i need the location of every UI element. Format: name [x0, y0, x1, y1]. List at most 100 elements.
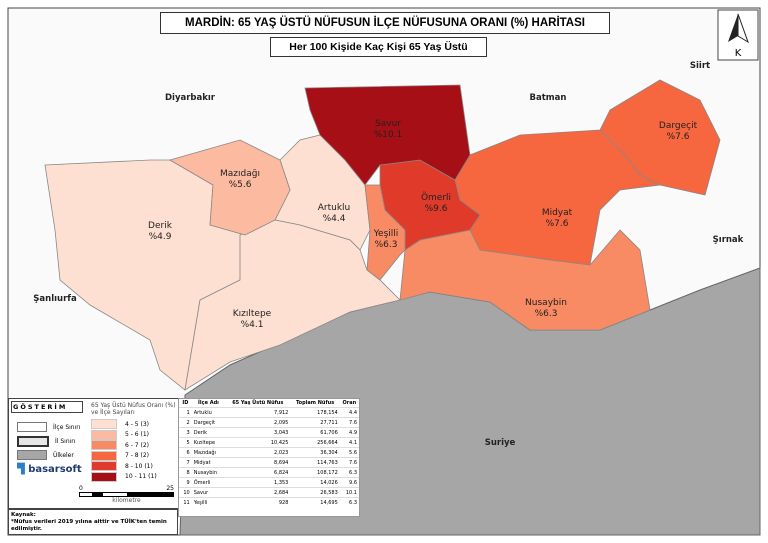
scale-bar: 0 25 kilometre	[79, 485, 174, 504]
table-cell: Artuklu	[191, 407, 226, 418]
table-cell: 4.4	[339, 407, 359, 418]
map-title: MARDİN: 65 YAŞ ÜSTÜ NÜFUSUN İLÇE NÜFUSUN…	[160, 12, 610, 34]
table-cell: 36,304	[290, 447, 340, 458]
table-cell: Midyat	[191, 457, 226, 468]
table-cell: 256,664	[290, 437, 340, 448]
basarsoft-logo: ▜ basarsoft	[17, 464, 82, 475]
legend-scale-title: 65 Yaş Üstü Nüfus Oranı (%) ve İlçe Sayı…	[91, 402, 176, 416]
table-cell: 6.3	[339, 467, 359, 478]
district-savur[interactable]	[304, 84, 471, 186]
neighbor-batman: Batman	[530, 93, 567, 103]
neighbor-suriye: Suriye	[485, 438, 516, 448]
legend-items: İlçe Sınırı İl Sınırı Ülkeler ▜ basarsof…	[17, 421, 82, 476]
table-cell: Savur	[191, 487, 226, 498]
table-cell: 5.6	[339, 447, 359, 458]
table-cell: 6,824	[225, 467, 291, 478]
data-table: ID İlçe Adı 65 Yaş Üstü Nüfus Toplam Nüfus O…	[178, 398, 360, 517]
source-heading: Kaynak:	[11, 512, 36, 518]
neighbor-siirt: Siirt	[690, 61, 710, 71]
legend: GÖSTERİM 65 Yaş Üstü Nüfus Oranı (%) ve …	[8, 398, 180, 509]
label-midyat: Midyat %7.6	[542, 208, 573, 229]
table-cell: 2,095	[225, 417, 291, 428]
table-header: Toplam Nüfus	[295, 400, 335, 406]
table-row: 2 Dargeçit 2,095 27,711 7.6	[179, 417, 359, 428]
table-cell: Dargeçit	[191, 417, 226, 428]
table-cell: 4.1	[339, 437, 359, 448]
table-row: 10 Savur 2,684 26,583 10.1	[179, 487, 359, 498]
table-row: 11 Yeşilli 928 14,695 6.3	[179, 497, 359, 507]
neighbor-sirnak: Şırnak	[713, 235, 744, 245]
map-subtitle: Her 100 Kişide Kaç Kişi 65 Yaş Üstü	[270, 37, 487, 57]
table-cell: 7.6	[339, 417, 359, 428]
table-cell: 14,695	[290, 497, 340, 507]
district-nusaybin[interactable]	[399, 229, 651, 331]
table-cell: 2,684	[225, 487, 291, 498]
legend-class: 7 - 8 (2)	[91, 450, 157, 461]
legend-class: 4 - 5 (3)	[91, 419, 157, 429]
table-cell: 114,763	[290, 457, 340, 468]
table-cell: Nusaybin	[191, 467, 226, 478]
legend-class: 6 - 7 (2)	[91, 440, 157, 450]
label-nusaybin: Nusaybin %6.3	[525, 298, 567, 319]
legend-item-ulkeler: Ülkeler	[17, 449, 82, 461]
label-kiziltepe: Kızıltepe %4.1	[233, 309, 272, 330]
label-artuklu: Artuklu %4.4	[318, 203, 351, 224]
table-cell: 5	[179, 437, 192, 448]
table-cell: 10	[179, 487, 192, 498]
table-header: ID	[182, 400, 189, 406]
table-row: 6 Mazıdağı 2,023 36,304 5.6	[179, 447, 359, 458]
table-row: 7 Midyat 8,694 114,763 7.6	[179, 457, 359, 468]
table-row: 9 Ömerli 1,353 14,026 9.6	[179, 477, 359, 488]
table-cell: Kızıltepe	[191, 437, 226, 448]
table-cell: 108,172	[290, 467, 340, 478]
table-header: İlçe Adı	[198, 400, 219, 406]
legend-item-il: İl Sınırı	[17, 435, 82, 447]
table-header: 65 Yaş Üstü Nüfus	[232, 400, 284, 406]
source-note: Kaynak: *Nüfus verileri 2019 yılına aitt…	[8, 509, 178, 535]
table-cell: 7.6	[339, 457, 359, 468]
table-cell: 1,353	[225, 477, 291, 488]
north-label: K	[735, 48, 742, 59]
table-row: 3 Derik 3,043 61,706 4.9	[179, 427, 359, 438]
district-labels: Artuklu %4.4 Dargeçit %7.6 Derik %4.9 Kızıl…	[148, 119, 698, 330]
table-cell: 4.9	[339, 427, 359, 438]
table-cell: Derik	[191, 427, 226, 438]
table-cell: 2	[179, 417, 192, 428]
table-cell: 27,711	[290, 417, 340, 428]
district-mazidagi[interactable]	[168, 139, 291, 236]
label-dargecit: Dargeçit %7.6	[659, 121, 698, 142]
legend-classes: 4 - 5 (3) 5 - 6 (1) 6 - 7 (2) 7 - 8 (2) 8 - …	[91, 419, 157, 482]
legend-item-ilce: İlçe Sınırı	[17, 421, 82, 433]
table-cell: 2,023	[225, 447, 291, 458]
table-cell: 6.3	[339, 497, 359, 507]
table-cell: 8,694	[225, 457, 291, 468]
table-cell: 7,912	[225, 407, 291, 418]
table-cell: Ömerli	[191, 477, 226, 488]
table-cell: 7	[179, 457, 192, 468]
table-cell: 1	[179, 407, 192, 418]
table-cell: 178,154	[290, 407, 340, 418]
table-cell: 26,583	[290, 487, 340, 498]
label-yesilli: Yeşilli %6.3	[373, 229, 399, 250]
table-cell: 9	[179, 477, 192, 488]
table-header: Oran	[342, 400, 357, 406]
table-cell: Yeşilli	[191, 497, 226, 507]
legend-heading: GÖSTERİM	[11, 401, 83, 413]
table-row: 1 Artuklu 7,912 178,154 4.4	[179, 407, 359, 418]
neighbor-diyarbakir: Diyarbakır	[165, 93, 216, 103]
table-row: 8 Nusaybin 6,824 108,172 6.3	[179, 467, 359, 478]
neighbor-sanliurfa: Şanlıurfa	[33, 294, 77, 304]
table-cell: 61,706	[290, 427, 340, 438]
label-mazidagi: Mazıdağı %5.6	[220, 169, 260, 190]
north-arrow: K	[717, 9, 759, 61]
table-cell: 3,043	[225, 427, 291, 438]
legend-class: 10 - 11 (1)	[91, 471, 157, 482]
legend-class: 5 - 6 (1)	[91, 429, 157, 440]
label-savur: Savur %10.1	[374, 119, 403, 140]
legend-class: 8 - 10 (1)	[91, 461, 157, 471]
table-cell: 10.1	[339, 487, 359, 498]
table-cell: Mazıdağı	[191, 447, 226, 458]
table-cell: 11	[179, 497, 192, 507]
label-omerli: Ömerli %9.6	[421, 192, 451, 214]
district-yesilli[interactable]	[364, 184, 406, 281]
